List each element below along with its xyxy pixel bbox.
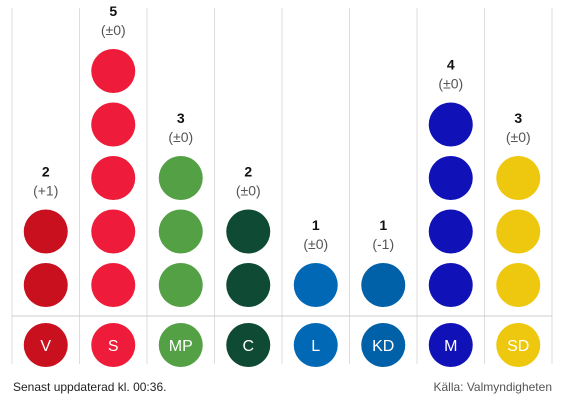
seat-count-label: 1	[312, 217, 320, 233]
seat-circle-sd	[496, 156, 541, 200]
seat-change-label: (+1)	[33, 183, 58, 199]
seat-circle-s	[91, 49, 136, 93]
party-badge-mp	[158, 323, 203, 367]
party-label: L	[311, 338, 320, 355]
party-label: S	[108, 338, 119, 355]
party-badge-sd	[496, 323, 541, 367]
seat-circle-sd	[496, 209, 541, 254]
seat-count-label: 4	[447, 57, 455, 73]
seat-circle-m	[428, 263, 473, 307]
seat-circle-s	[91, 263, 136, 307]
seat-circle-sd	[496, 263, 541, 307]
source-text: Källa: Valmyndigheten	[433, 380, 552, 394]
party-label: KD	[372, 338, 394, 355]
seat-change-label: (-1)	[372, 236, 394, 252]
seat-count-label: 3	[514, 110, 522, 126]
party-badge-c	[226, 323, 271, 367]
seat-circle-l	[293, 263, 338, 307]
party-badge-l	[293, 323, 338, 367]
party-label: M	[444, 338, 457, 355]
party-badge-s	[91, 323, 136, 367]
party-badge-v	[23, 323, 68, 367]
party-badge-m	[428, 323, 473, 367]
seat-circle-mp	[158, 209, 203, 254]
seat-count-label: 1	[379, 217, 387, 233]
seat-circle-s	[91, 156, 136, 200]
party-label: SD	[507, 338, 529, 355]
seat-circle-mp	[158, 263, 203, 307]
seat-circle-v	[23, 263, 68, 307]
seat-circle-s	[91, 209, 136, 254]
party-label: MP	[169, 338, 193, 355]
seat-circle-v	[23, 209, 68, 254]
seat-count-label: 2	[42, 164, 50, 180]
party-label: V	[40, 338, 51, 355]
party-badge-kd	[361, 323, 406, 367]
party-label: C	[242, 338, 254, 355]
seat-change-label: (±0)	[438, 76, 463, 92]
seat-circle-kd	[361, 263, 406, 307]
seat-circle-s	[91, 102, 136, 147]
seat-count-label: 3	[177, 110, 185, 126]
seat-count-label: 5	[109, 3, 117, 19]
seat-circle-m	[428, 209, 473, 254]
seat-circle-m	[428, 102, 473, 147]
seat-circle-c	[226, 209, 271, 254]
seat-change-label: (±0)	[506, 129, 531, 145]
last-updated-text: Senast uppdaterad kl. 00:36.	[13, 380, 167, 394]
seat-change-label: (±0)	[101, 22, 126, 38]
seat-circle-m	[428, 156, 473, 200]
seat-change-label: (±0)	[236, 183, 261, 199]
seat-count-label: 2	[244, 164, 252, 180]
seat-change-label: (±0)	[303, 236, 328, 252]
seat-chart: 2 (+1) V 5 (±0) S 3 (±0) MP 2 (±0) C 1 (±0) L 1 (-1) KD 4 (…	[11, 3, 553, 367]
seat-circle-mp	[158, 156, 203, 200]
seat-circle-c	[226, 263, 271, 307]
seat-change-label: (±0)	[168, 129, 193, 145]
